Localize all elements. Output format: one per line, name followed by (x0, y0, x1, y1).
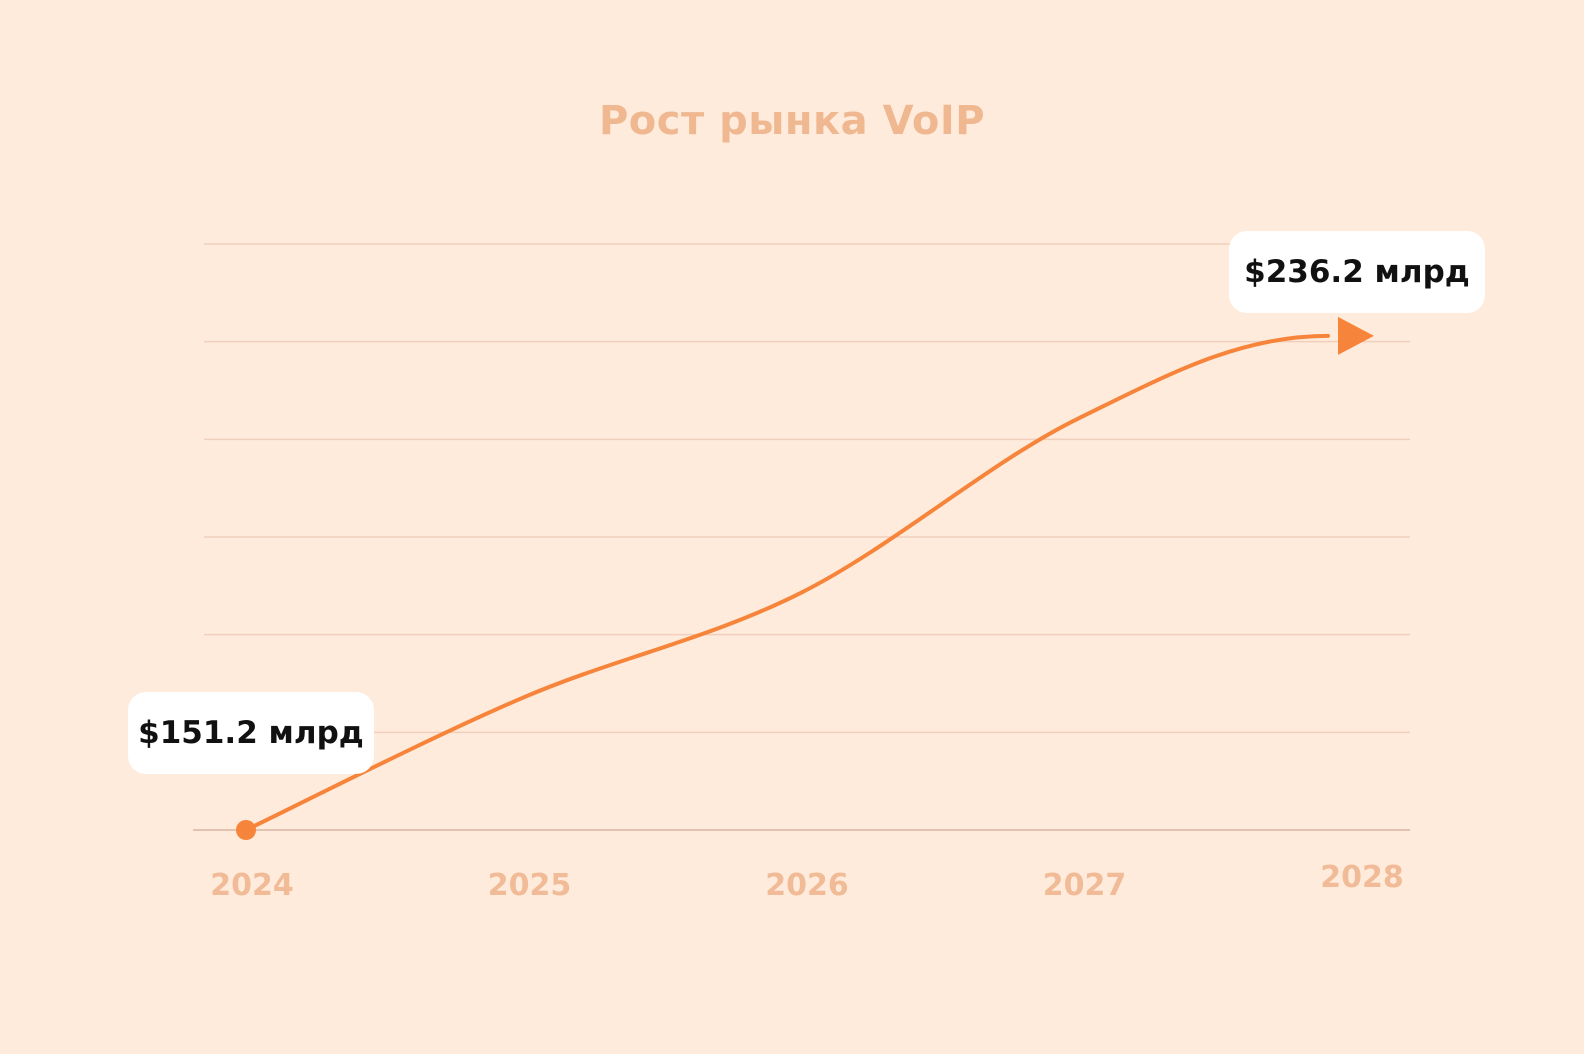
x-tick-labels: 2024 2025 2026 2027 2028 (210, 860, 1404, 903)
start-point-dot (236, 820, 256, 840)
series-layer (236, 316, 1374, 840)
x-tick-label: 2024 (210, 868, 294, 903)
start-value-label: $151.2 млрд (128, 692, 374, 774)
chart-title: Рост рынка VoIP (598, 98, 986, 144)
x-tick-label: 2026 (765, 868, 849, 903)
x-tick-label: 2028 (1320, 860, 1404, 895)
end-arrow-icon (1338, 316, 1374, 355)
x-tick-label: 2025 (488, 868, 572, 903)
end-value-label: $236.2 млрд (1229, 231, 1485, 313)
x-tick-label: 2027 (1043, 868, 1127, 903)
gridlines (204, 243, 1410, 734)
series-line (244, 333, 1330, 832)
